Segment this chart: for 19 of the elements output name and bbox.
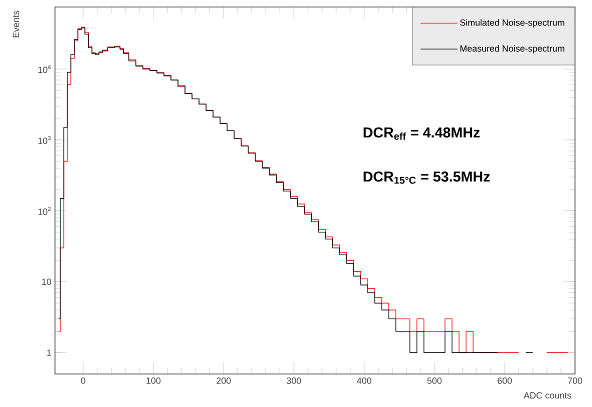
y-tick-label: 1 [47, 350, 52, 356]
x-axis-title: ADC counts [524, 392, 572, 399]
y-axis-title: Events [12, 10, 20, 38]
legend-label: Measured Noise-spectrum [460, 45, 564, 54]
y-tick-label: 10$^{3}$ [38, 136, 51, 144]
x-tick-label: 700 [568, 378, 582, 384]
legend-label: Simulated Noise-spectrum [460, 19, 564, 28]
y-tick-label: 10$^{4}$ [38, 65, 51, 74]
x-tick-label: 300 [286, 378, 302, 384]
x-tick-label: 400 [356, 378, 372, 384]
annotation: DCR$_{eff}$ = 4.48MHz [364, 127, 480, 140]
x-tick-label: 200 [216, 378, 231, 384]
y-tick-label: 10 [42, 278, 52, 285]
y-tick-label: 10$^{2}$ [38, 206, 51, 215]
x-tick-label: 0 [80, 378, 86, 384]
x-tick-label: 500 [427, 378, 442, 384]
x-tick-label: 600 [498, 378, 512, 384]
x-tick-label: 100 [146, 378, 161, 384]
annotation: DCR$_{15°C}$ = 53.5MHz [364, 172, 490, 184]
